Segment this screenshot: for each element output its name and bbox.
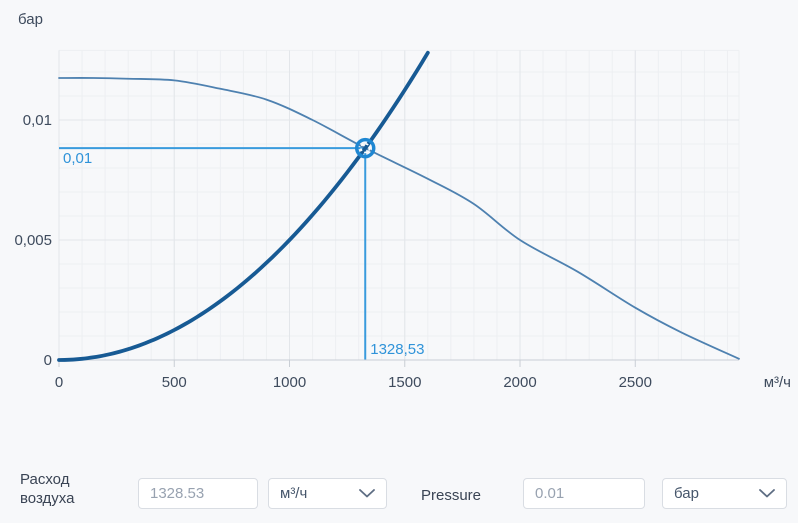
system-resistance-curve [57,50,430,362]
y-tick-label: 0 [44,352,52,369]
chart-canvas[interactable]: 0,01 1328,53 0 0,005 0,01 0 500 1000 1500 2000 250… [0,0,798,455]
y-tick-label: 0,01 [23,112,52,129]
x-tick-label: 0 [55,374,63,391]
chevron-down-icon [359,489,375,498]
y-tick-label: 0,005 [14,232,52,249]
pressure-value-label: 0,01 [63,150,92,167]
x-tick-label: 500 [162,374,187,391]
chevron-down-icon [759,489,775,498]
pressure-unit-value: бар [674,485,699,502]
x-tick-label: 1500 [388,374,421,391]
flow-value-label: 1328,53 [370,341,424,358]
x-axis-unit-label: м³/ч [764,374,791,391]
flow-unit-select[interactable]: м³/ч [268,478,387,509]
flow-label: Расход воздуха [20,471,75,507]
pressure-unit-select[interactable]: бар [662,478,787,509]
x-tick-label: 1000 [273,374,306,391]
x-tick-label: 2000 [503,374,536,391]
flow-input[interactable] [138,478,258,509]
operating-point-marker-inner [360,142,371,154]
pressure-label: Pressure [421,487,482,504]
flow-unit-value: м³/ч [280,485,308,502]
pressure-input[interactable] [523,478,645,509]
operating-point-marker[interactable] [354,137,376,159]
y-axis-unit-label: бар [18,11,43,28]
x-tick-label: 2500 [619,374,652,391]
